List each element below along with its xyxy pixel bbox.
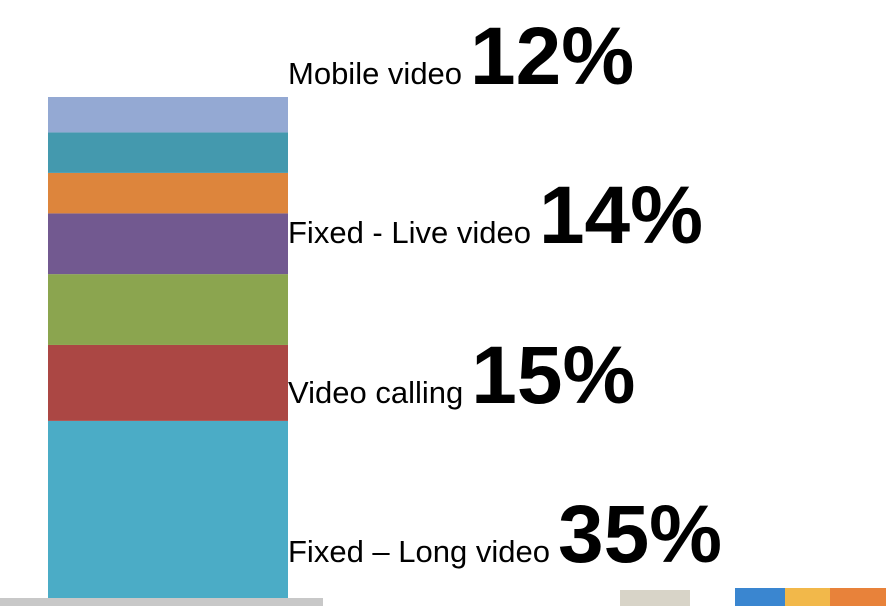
bar-segment	[48, 274, 288, 345]
bar-segment	[48, 345, 288, 421]
value-label: 14%	[539, 170, 703, 261]
value-label: 12%	[470, 11, 634, 102]
legend-label: Mobile video	[288, 56, 462, 91]
value-label: 35%	[558, 489, 722, 580]
bar-segment	[48, 421, 288, 598]
decoration	[830, 588, 886, 606]
bar-segment	[48, 173, 288, 213]
bar-segment	[48, 97, 288, 132]
decoration	[735, 588, 785, 606]
legend-label: Fixed – Long video	[288, 534, 550, 569]
value-label: 15%	[471, 330, 635, 421]
legend-label: Video calling	[288, 375, 463, 410]
bar-segment	[48, 132, 288, 172]
legend-label: Fixed - Live video	[288, 215, 531, 250]
decoration	[785, 588, 830, 606]
decoration	[620, 590, 690, 606]
footer-bar	[0, 598, 323, 606]
bar-segment	[48, 213, 288, 274]
chart: Fixed – Long video35% Video calling15% Fix…	[0, 0, 886, 606]
